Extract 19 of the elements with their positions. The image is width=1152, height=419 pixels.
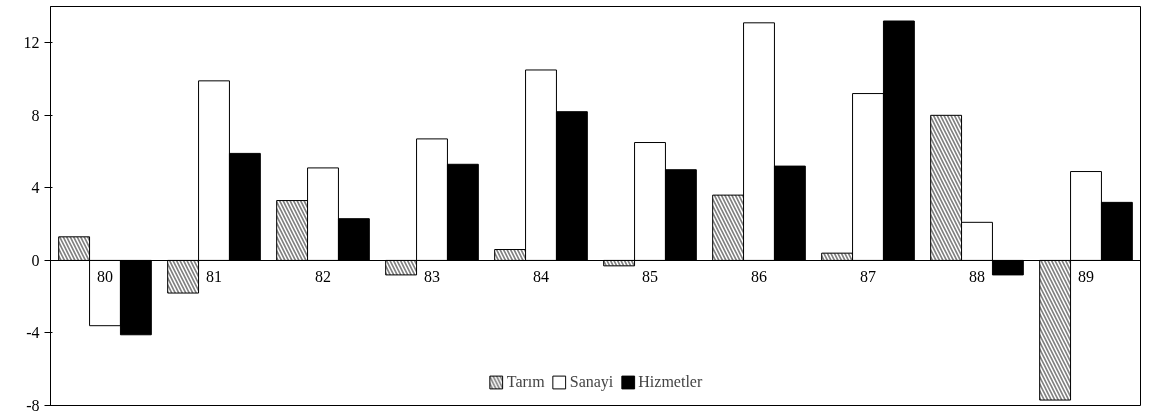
y-tick-label: 4 [31, 179, 40, 197]
y-tick-label: 8 [31, 106, 40, 124]
x-tick-label: 89 [1078, 268, 1094, 286]
x-tick-label: 86 [751, 268, 767, 286]
x-tick-label: 83 [424, 268, 440, 286]
y-tick-label: -8 [26, 397, 40, 414]
y-tick-label: 0 [31, 251, 40, 269]
x-tick-label: 87 [860, 268, 876, 286]
x-tick-label: 81 [206, 268, 222, 286]
x-tick-label: 88 [969, 268, 985, 286]
x-tick-label: 84 [533, 268, 549, 286]
y-tick-label: 12 [23, 34, 40, 52]
y-tick-label: -4 [26, 324, 40, 342]
legend-label: Hizmetler [638, 373, 703, 391]
x-tick-label: 82 [315, 268, 331, 286]
x-tick-label: 85 [642, 268, 658, 286]
x-tick-label: 80 [97, 268, 113, 286]
legend-label: Sanayi [569, 373, 614, 391]
legend-label: Tarım [506, 373, 545, 391]
